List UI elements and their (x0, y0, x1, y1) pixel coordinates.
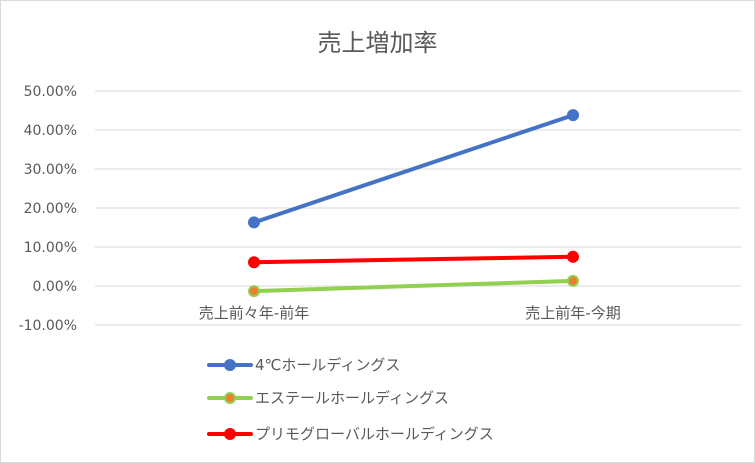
chart-title: 売上増加率 (317, 29, 438, 57)
legend-label: エステールホールディングス (255, 389, 449, 407)
y-tick-label: 40.00% (24, 123, 77, 139)
series-line (252, 278, 575, 294)
data-point (567, 274, 579, 287)
x-tick-label: 売上前年-今期 (525, 304, 620, 322)
legend-label: 4℃ホールディングス (255, 356, 400, 374)
data-point (248, 256, 260, 269)
legend-marker (224, 428, 236, 440)
legend-marker (224, 392, 236, 404)
data-point (567, 250, 579, 263)
y-tick-label: 10.00% (24, 240, 77, 256)
y-tick-label: 20.00% (24, 201, 77, 217)
y-tick-label: 30.00% (24, 162, 77, 178)
y-tick-label: 50.00% (24, 84, 77, 100)
y-tick-label: -10.00% (19, 318, 77, 334)
data-point (248, 285, 260, 298)
series-line (252, 113, 575, 225)
series-line (252, 254, 575, 265)
data-point (248, 216, 260, 229)
legend-label: プリモグローバルホールディングス (255, 425, 494, 443)
x-tick-label: 売上前々年-前年 (199, 304, 309, 322)
data-point (567, 109, 579, 122)
legend-marker (224, 359, 236, 371)
y-tick-label: 0.00% (33, 279, 77, 295)
